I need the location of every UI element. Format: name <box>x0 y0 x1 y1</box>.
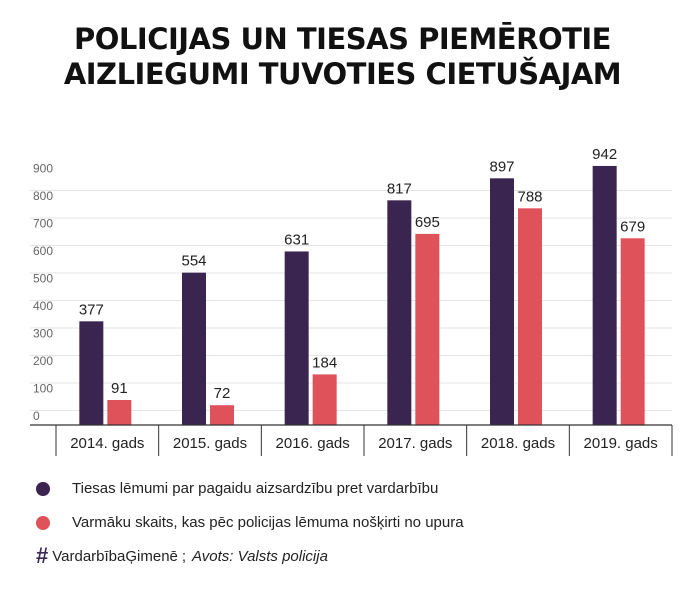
data-label: 788 <box>517 188 542 205</box>
bar-series-1 <box>490 178 514 425</box>
data-label: 942 <box>592 146 617 163</box>
legend-label-series-2: Varmāku skaits, kas pēc policijas lēmuma… <box>72 514 464 531</box>
hashtag-text: VardarbībaĢimenē <box>52 547 178 565</box>
bar-series-1 <box>79 321 104 425</box>
y-tick-label: 400 <box>33 299 53 313</box>
legend-swatch-series-1 <box>36 481 50 496</box>
y-axis-ticks: 0 100 200 300 400 500 600 700 800 900 <box>33 162 53 424</box>
x-tick-label: 2014. gads <box>70 435 144 452</box>
bar-series-2 <box>312 374 337 425</box>
y-tick-label: 600 <box>33 244 53 258</box>
bar-series-2 <box>620 238 645 425</box>
x-tick-label: 2015. gads <box>173 435 247 452</box>
y-tick-label: 200 <box>33 354 53 368</box>
bar-series-1 <box>592 165 617 425</box>
x-tick-label: 2017. gads <box>378 435 452 452</box>
data-label: 554 <box>181 253 206 270</box>
source-line: # VardarbībaĢimenē ; Avots: Valsts polic… <box>36 543 328 568</box>
bars <box>79 165 645 425</box>
data-label: 184 <box>312 354 337 371</box>
bar-series-2 <box>518 208 542 425</box>
data-label: 695 <box>415 214 440 231</box>
data-label: 897 <box>489 158 514 175</box>
x-tick-label: 2016. gads <box>276 435 350 452</box>
x-tick-label: 2018. gads <box>481 435 555 452</box>
bar-chart: 0 100 200 300 400 500 600 700 800 900 377 91 554 72 6… <box>30 146 673 456</box>
data-label: 377 <box>79 301 104 318</box>
data-label: 817 <box>387 180 412 197</box>
y-tick-label: 800 <box>33 189 53 203</box>
y-tick-label: 500 <box>33 272 53 286</box>
bar-series-1 <box>284 251 309 425</box>
y-tick-label: 300 <box>33 327 53 341</box>
y-tick-label: 900 <box>33 162 53 176</box>
title-line-1: POLICIJAS UN TIESAS PIEMĒROTIE <box>74 22 611 56</box>
x-tick-label: 2019. gads <box>584 435 658 452</box>
hashtag-icon: # <box>36 543 49 568</box>
source-text: Avots: Valsts policija <box>192 547 328 565</box>
chart-title: POLICIJAS UN TIESAS PIEMĒROTIE AIZLIEGUM… <box>0 22 685 92</box>
source-separator: ; <box>181 547 187 565</box>
legend-item-series-2: Varmāku skaits, kas pēc policijas lēmuma… <box>36 514 464 531</box>
title-line-2: AIZLIEGUMI TUVOTIES CIETUŠAJAM <box>63 57 622 91</box>
legend-item-series-1: Tiesas lēmumi par pagaidu aizsardzību pr… <box>36 480 438 497</box>
bar-series-2 <box>107 399 132 425</box>
data-label: 72 <box>214 385 231 402</box>
bar-series-2 <box>415 233 440 425</box>
gridlines <box>30 190 672 411</box>
bar-series-2 <box>210 405 234 425</box>
y-tick-label: 0 <box>33 409 40 423</box>
y-tick-label: 100 <box>33 382 53 396</box>
data-label: 631 <box>284 231 309 248</box>
bar-series-1 <box>182 272 206 425</box>
data-label: 679 <box>620 218 645 235</box>
x-axis: 2014. gads 2015. gads 2016. gads 2017. gads… <box>30 424 673 456</box>
data-label: 91 <box>111 380 128 397</box>
legend-label-series-1: Tiesas lēmumi par pagaidu aizsardzību pr… <box>72 480 439 497</box>
bar-series-1 <box>387 200 412 425</box>
legend-swatch-series-2 <box>36 515 50 530</box>
y-tick-label: 700 <box>33 217 53 231</box>
